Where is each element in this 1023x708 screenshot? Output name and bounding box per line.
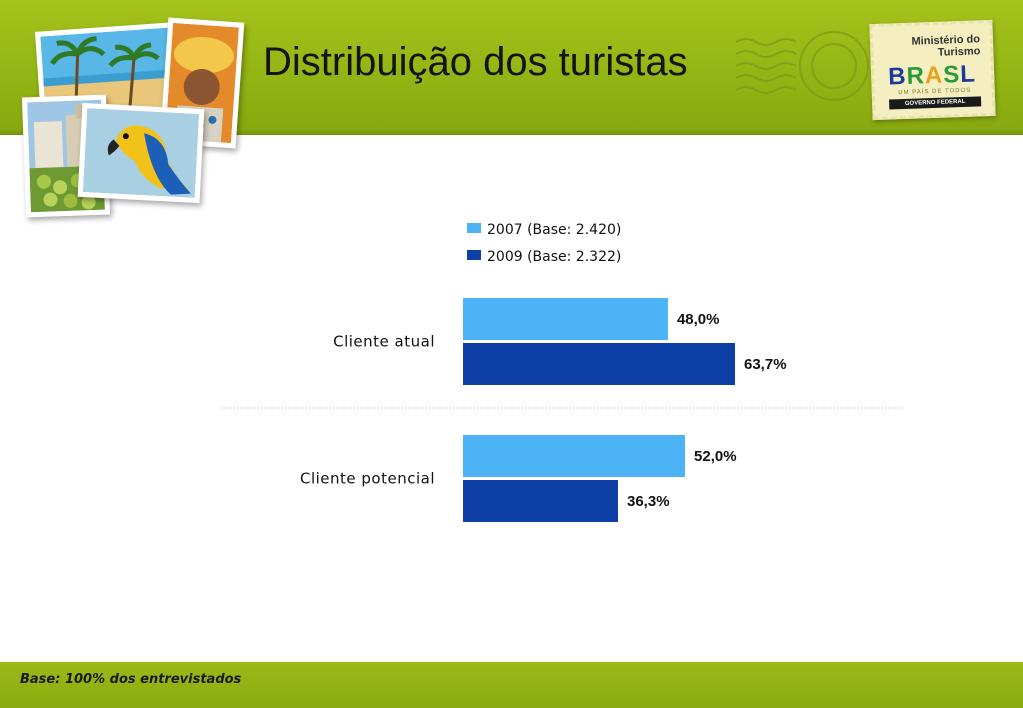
legend-swatch-1 [467, 250, 481, 260]
footer-band [0, 662, 1023, 708]
footnote: Base: 100% dos entrevistados [20, 672, 242, 687]
category-label-1: Cliente potencial [300, 470, 435, 488]
legend-swatch-0 [467, 223, 481, 233]
category-label-0: Cliente atual [333, 333, 435, 351]
beach-photo [34, 22, 180, 124]
slide-title: Distribuição dos turistas [263, 40, 688, 84]
value-label-0-1: 63,7% [744, 356, 787, 373]
postmark-stamp [736, 31, 869, 101]
bar-1-0 [463, 435, 686, 477]
bar-0-1 [463, 343, 735, 385]
bar-0-0 [463, 298, 668, 340]
value-label-1-0: 52,0% [694, 448, 737, 465]
value-label-0-0: 48,0% [677, 311, 720, 328]
legend-label-0: 2007 (Base: 2.420) [487, 222, 621, 238]
bar-1-1 [463, 480, 619, 522]
legend-label-1: 2009 (Base: 2.322) [487, 249, 621, 265]
macaw-photo [77, 102, 205, 204]
value-label-1-1: 36,3% [627, 493, 670, 510]
